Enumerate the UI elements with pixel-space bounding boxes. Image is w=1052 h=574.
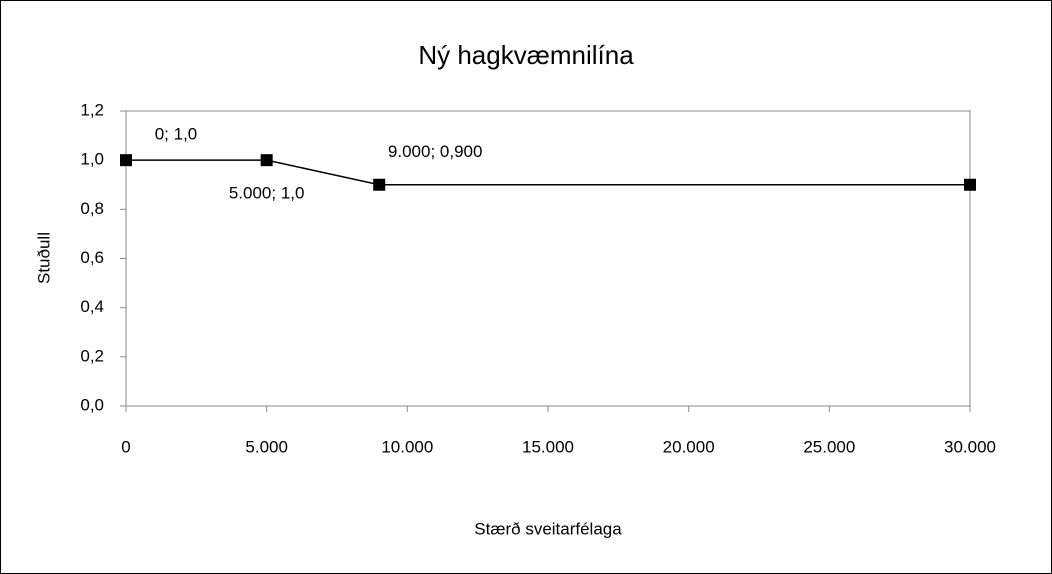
data-point xyxy=(373,178,386,191)
y-tick-label: 0,0 xyxy=(80,395,104,414)
x-tick-label: 30.000 xyxy=(944,437,996,456)
x-tick-label: 10.000 xyxy=(381,437,433,456)
data-label: 5.000; 1,0 xyxy=(229,184,305,203)
y-axis-label: Stuðull xyxy=(34,232,53,284)
x-tick-label: 25.000 xyxy=(803,437,855,456)
x-tick-label: 5.000 xyxy=(245,437,288,456)
y-tick-label: 0,8 xyxy=(80,199,104,218)
x-tick-label: 0 xyxy=(121,437,130,456)
data-label: 9.000; 0,900 xyxy=(388,142,483,161)
series-line xyxy=(126,159,970,186)
data-point xyxy=(260,154,273,167)
y-tick-label: 1,0 xyxy=(80,150,104,169)
x-tick-label: 20.000 xyxy=(663,437,715,456)
y-tick-label: 0,4 xyxy=(80,297,104,316)
y-tick-label: 1,2 xyxy=(80,100,104,119)
data-label: 0; 1,0 xyxy=(155,125,198,144)
y-tick-label: 0,6 xyxy=(80,248,104,267)
data-point xyxy=(964,178,976,191)
data-point xyxy=(120,154,132,167)
y-tick-label: 0,2 xyxy=(80,346,104,365)
x-tick-label: 15.000 xyxy=(522,437,574,456)
chart-title: Ný hagkvæmnilína xyxy=(418,40,634,70)
x-axis-label: Stærð sveitarfélaga xyxy=(474,519,622,538)
